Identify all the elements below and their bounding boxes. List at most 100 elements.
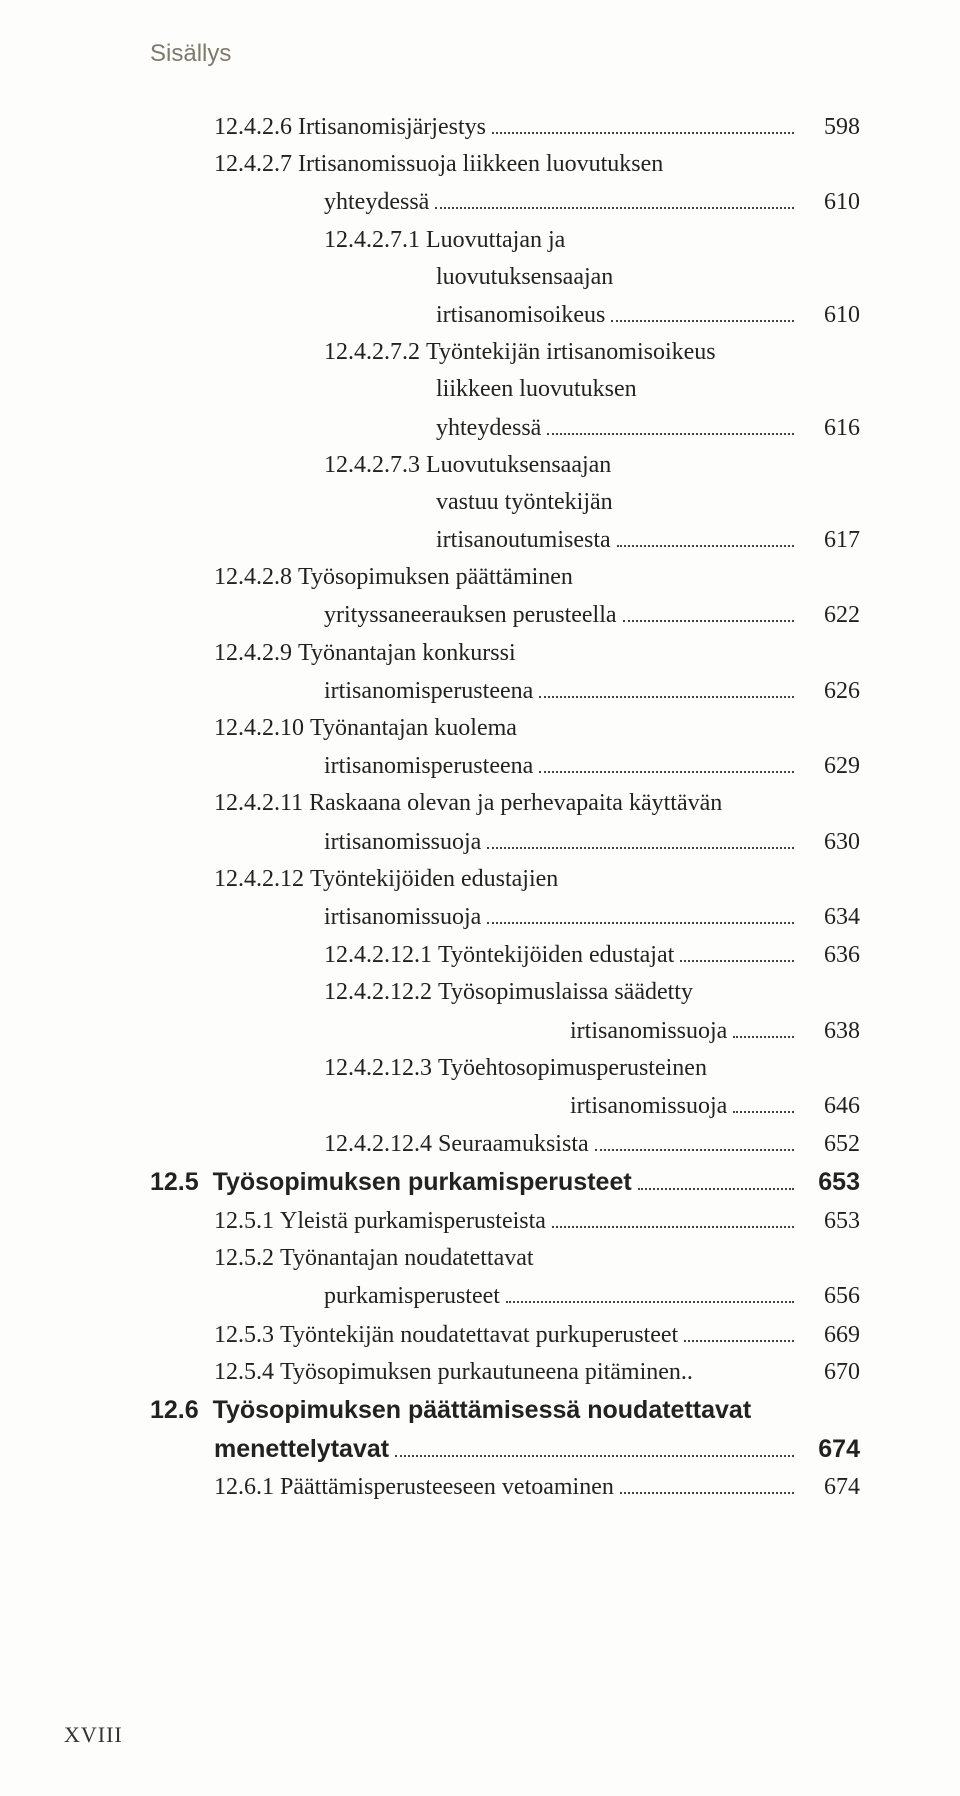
- toc-page-number: 629: [800, 748, 860, 785]
- toc-item-label: yrityssaneerauksen perusteella: [324, 597, 617, 634]
- toc-item: 12.6.1 Päättämisperusteeseen vetoaminen 6…: [150, 1468, 860, 1506]
- toc-page-number: 653: [800, 1163, 860, 1202]
- toc-item-number: 12.4.2.7.2: [324, 334, 426, 371]
- running-head: Sisällys: [150, 40, 860, 68]
- toc-item-continuation: irtisanomissuoja 638: [150, 1012, 860, 1050]
- toc-item-label: Raskaana olevan ja perhevapaita käyttävä…: [309, 785, 722, 822]
- toc-item-label: irtisanomissuoja: [324, 824, 481, 861]
- leader-dots: [623, 596, 794, 622]
- toc-item-label: yhteydessä: [324, 184, 429, 221]
- toc-item-continuation: irtisanomisoikeus610: [150, 296, 860, 334]
- toc-item-number: 12.4.2.6: [214, 109, 298, 146]
- toc-item-label: Työnantajan kuolema: [310, 710, 517, 747]
- leader-dots: [539, 672, 794, 698]
- toc-page-number: 617: [800, 522, 860, 559]
- toc-page-number: 646: [800, 1088, 860, 1125]
- toc-section-label: Työsopimuksen päättämisessä noudatettava…: [213, 1391, 752, 1430]
- toc-page-number: 622: [800, 597, 860, 634]
- toc-page-number: 616: [800, 410, 860, 447]
- toc-item-label: Luovutuksensaajan: [426, 447, 611, 484]
- toc-item-label: Irtisanomisjärjestys: [298, 109, 486, 146]
- toc-section: 12.5 Työsopimuksen purkamisperusteet653: [150, 1163, 860, 1202]
- toc-item: 12.4.2.10 Työnantajan kuolema: [150, 710, 860, 747]
- toc-item: 12.4.2.7 Irtisanomissuoja liikkeen luovu…: [150, 146, 860, 183]
- toc-page-number: 610: [800, 184, 860, 221]
- toc-page-number: 638: [800, 1013, 860, 1050]
- toc-item-label: irtisanomissuoja: [570, 1088, 727, 1125]
- leader-dots: [552, 1202, 794, 1228]
- toc-page-number: 598: [800, 109, 860, 146]
- toc-item-label: Työntekijöiden edustajat: [438, 937, 674, 974]
- leader-dots: [487, 823, 794, 849]
- leader-dots: [435, 183, 794, 209]
- toc-item-label: irtisanomisperusteena: [324, 748, 533, 785]
- table-of-contents: 12.4.2.6 Irtisanomisjärjestys59812.4.2.7…: [150, 108, 860, 1507]
- leader-dots: [733, 1012, 794, 1038]
- leader-dots: [547, 409, 794, 435]
- toc-item-continuation: yrityssaneerauksen perusteella 622: [150, 596, 860, 634]
- toc-item-continuation: luovutuksensaajan: [150, 259, 860, 296]
- toc-item: 12.4.2.12 Työntekijöiden edustajien: [150, 861, 860, 898]
- toc-page-number: 610: [800, 297, 860, 334]
- toc-item-number: 12.5.1: [214, 1203, 280, 1240]
- toc-page-number: 630: [800, 824, 860, 861]
- toc-item: 12.5.4 Työsopimuksen purkautuneena pitäm…: [150, 1354, 860, 1391]
- toc-item-label: purkamisperusteet: [324, 1278, 500, 1315]
- leader-dots: [611, 296, 794, 322]
- toc-section-number: 12.6: [150, 1391, 213, 1430]
- toc-section-number: 12.5: [150, 1163, 213, 1202]
- leader-dots: [638, 1163, 794, 1190]
- leader-dots: [487, 898, 794, 924]
- toc-item-label: Työntekijän noudatettavat purkuperusteet: [280, 1317, 678, 1354]
- toc-item-label: Työsopimuslaissa säädetty: [438, 974, 693, 1011]
- toc-item: 12.4.2.7.1 Luovuttajan ja: [150, 222, 860, 259]
- toc-item-number: 12.4.2.7: [214, 146, 298, 183]
- short-dots: ..: [681, 1354, 693, 1391]
- toc-page-number: 653: [800, 1203, 860, 1240]
- page: Sisällys 12.4.2.6 Irtisanomisjärjestys 59…: [0, 0, 960, 1796]
- leader-dots: [539, 747, 794, 773]
- toc-item-label: irtisanomisperusteena: [324, 673, 533, 710]
- toc-page-number: 652: [800, 1126, 860, 1163]
- toc-section-label: menettelytavat: [214, 1430, 389, 1469]
- toc-item-label: Irtisanomissuoja liikkeen luovutuksen: [298, 146, 663, 183]
- toc-item: 12.4.2.12.1 Työntekijöiden edustajat636: [150, 936, 860, 974]
- leader-dots: [595, 1125, 794, 1151]
- toc-item: 12.4.2.12.2 Työsopimuslaissa säädetty: [150, 974, 860, 1011]
- leader-dots: [733, 1087, 794, 1113]
- leader-dots: [617, 521, 794, 547]
- toc-item: 12.4.2.8 Työsopimuksen päättäminen: [150, 559, 860, 596]
- folio-page-number: XVIII: [64, 1722, 123, 1748]
- toc-item-label: Päättämisperusteeseen vetoaminen: [280, 1469, 614, 1506]
- toc-item: 12.5.3 Työntekijän noudatettavat purkupe…: [150, 1316, 860, 1354]
- toc-item-continuation: yhteydessä616: [150, 409, 860, 447]
- leader-dots: [506, 1277, 794, 1303]
- toc-item-number: 12.6.1: [214, 1469, 280, 1506]
- toc-item-continuation: liikkeen luovutuksen: [150, 371, 860, 408]
- toc-page-number: 674: [800, 1469, 860, 1506]
- leader-dots: [684, 1316, 794, 1342]
- leader-dots: [492, 108, 794, 134]
- toc-item: 12.4.2.7.3 Luovutuksensaajan: [150, 447, 860, 484]
- toc-page-number: 636: [800, 937, 860, 974]
- toc-item-continuation: purkamisperusteet656: [150, 1277, 860, 1315]
- toc-item-label: luovutuksensaajan: [436, 259, 613, 296]
- toc-item: 12.4.2.7.2 Työntekijän irtisanomisoikeus: [150, 334, 860, 371]
- toc-item-continuation: irtisanoutumisesta 617: [150, 521, 860, 559]
- toc-item-number: 12.5.3: [214, 1317, 280, 1354]
- toc-page-number: 670: [800, 1354, 860, 1391]
- toc-item-number: 12.4.2.11: [214, 785, 309, 822]
- toc-item: 12.4.2.9 Työnantajan konkurssi: [150, 635, 860, 672]
- leader-dots: [680, 936, 794, 962]
- toc-page-number: 674: [800, 1430, 860, 1469]
- toc-item-label: Työntekijän irtisanomisoikeus: [426, 334, 716, 371]
- toc-page-number: 626: [800, 673, 860, 710]
- toc-item-label: Seuraamuksista: [438, 1126, 589, 1163]
- toc-item-number: 12.4.2.9: [214, 635, 298, 672]
- toc-item: 12.4.2.6 Irtisanomisjärjestys 598: [150, 108, 860, 146]
- toc-item-label: liikkeen luovutuksen: [436, 371, 637, 408]
- toc-item-continuation: irtisanomissuoja 630: [150, 823, 860, 861]
- toc-item-label: irtisanomissuoja: [570, 1013, 727, 1050]
- toc-section-continuation: menettelytavat 674: [150, 1430, 860, 1469]
- toc-item-label: irtisanoutumisesta: [436, 522, 611, 559]
